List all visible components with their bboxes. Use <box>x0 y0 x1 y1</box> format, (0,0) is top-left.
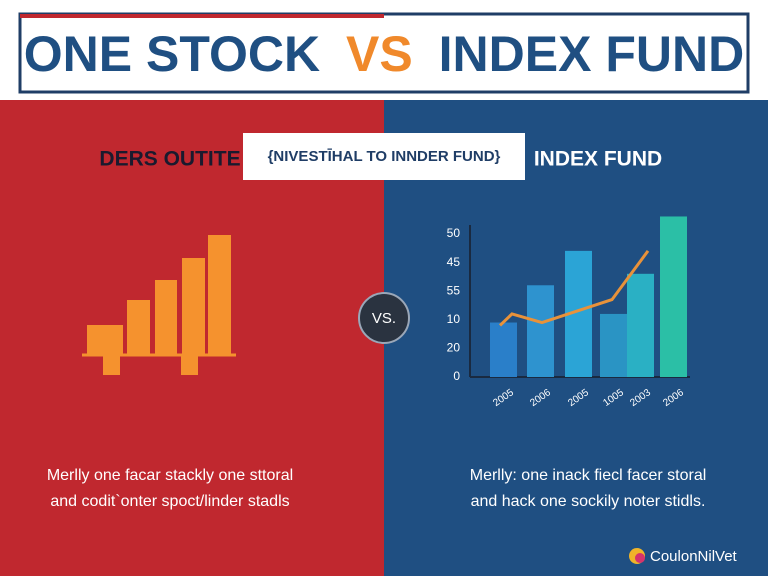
title-vs: VS <box>346 26 413 82</box>
subtitle-box <box>243 133 525 180</box>
subtitle: {NIVESTĪHAL TO INNDER FUND} <box>268 148 501 165</box>
right-text-2: and hack one sockily noter stidls. <box>471 493 706 510</box>
bar <box>600 313 627 377</box>
title-left: ONE STOCK <box>24 26 320 82</box>
bar <box>155 280 177 355</box>
bar-stub <box>181 355 198 375</box>
left-heading: DERS OUTITE <box>99 148 240 171</box>
right-heading: INDEX FUND <box>534 148 662 171</box>
vs-text: VS. <box>372 310 396 327</box>
bar <box>660 216 687 377</box>
right-text-1: Merlly: one inack fiecl facer storal <box>470 467 707 484</box>
trend-line <box>498 249 650 327</box>
y-tick-label: 45 <box>447 255 461 269</box>
y-tick-label: 0 <box>453 369 460 383</box>
left-text-2: and codit`onter spoct/linder stadls <box>50 493 289 510</box>
bar <box>87 325 123 355</box>
bar <box>127 300 150 355</box>
title-right: INDEX FUND <box>439 26 745 82</box>
title: ONE STOCK VS INDEX FUND <box>24 26 744 82</box>
vs-badge <box>358 292 410 344</box>
bar <box>527 285 554 377</box>
left-text-1: Merlly one facar stackly one sttoral <box>47 467 293 484</box>
y-tick-label: 50 <box>447 226 461 240</box>
bar <box>490 322 517 377</box>
y-tick-label: 55 <box>447 283 461 297</box>
bar <box>182 258 205 355</box>
left-chart <box>82 235 236 375</box>
brand-logo-inner <box>635 553 645 563</box>
bar <box>627 273 654 377</box>
y-tick-label: 20 <box>447 341 461 355</box>
y-tick-label: 10 <box>447 312 461 326</box>
bar-stub <box>103 355 120 375</box>
bar <box>208 235 231 355</box>
banner-accent <box>20 14 384 18</box>
brand: CoulonNilVet <box>650 548 738 565</box>
